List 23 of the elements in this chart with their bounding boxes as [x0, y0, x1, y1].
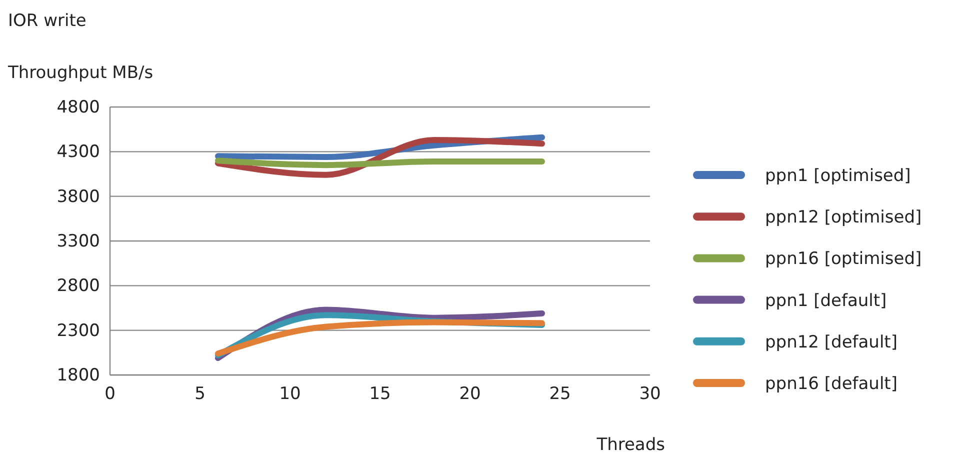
legend-label: ppn1 [default]	[765, 290, 887, 311]
x-tick-label: 0	[104, 384, 116, 404]
legend-label: ppn12 [default]	[765, 332, 898, 352]
chart-title: IOR write	[8, 11, 86, 31]
y-tick-label: 4300	[56, 142, 100, 162]
y-tick-label: 4800	[56, 97, 100, 118]
x-tick-label: 25	[549, 384, 571, 404]
x-tick-label: 5	[194, 384, 206, 404]
y-tick-label: 1800	[56, 365, 100, 386]
legend-label: ppn12 [optimised]	[765, 208, 922, 228]
legend-label: ppn16 [default]	[765, 374, 898, 394]
y-tick-label: 3300	[56, 231, 100, 252]
x-tick-label: 10	[279, 384, 301, 404]
y-tick-label: 3800	[56, 186, 100, 207]
legend-label: ppn16 [optimised]	[765, 249, 922, 270]
x-tick-label: 30	[639, 384, 661, 404]
x-tick-label: 15	[369, 384, 391, 404]
x-axis-title: Threads	[596, 435, 666, 455]
x-tick-label: 20	[459, 384, 481, 404]
y-axis-title: Throughput MB/s	[7, 63, 154, 83]
y-tick-label: 2800	[56, 276, 100, 296]
legend-label: ppn1 [optimised]	[765, 166, 911, 186]
y-tick-label: 2300	[56, 320, 100, 341]
